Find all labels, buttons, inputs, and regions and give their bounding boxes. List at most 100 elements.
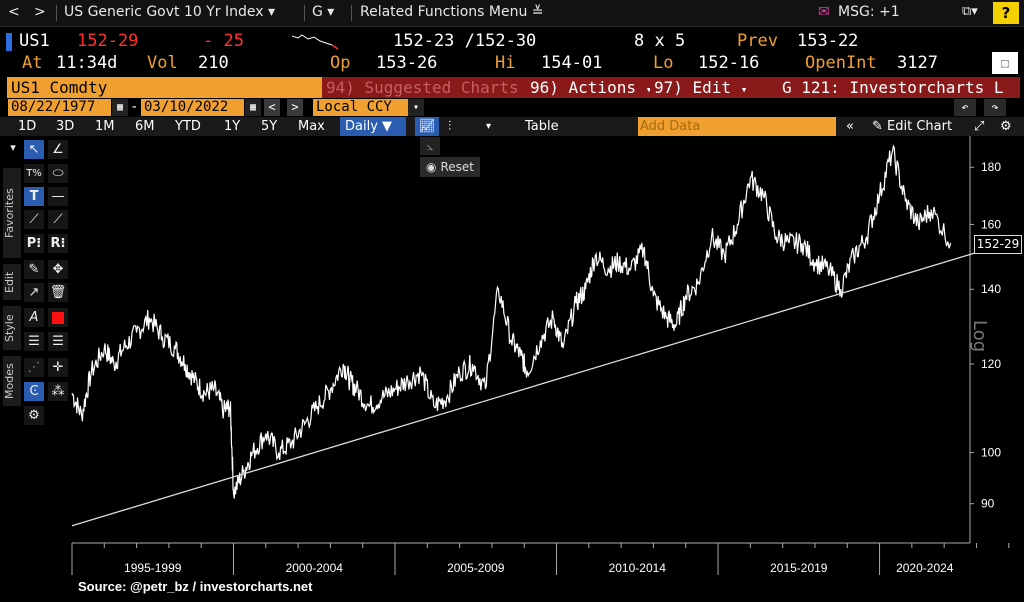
ticker: US1 (19, 31, 50, 51)
radio-icon: ◉ (426, 160, 437, 174)
suggested-charts-button[interactable]: 94) Suggested Charts (322, 77, 526, 98)
last-price-tag: 152-29 (974, 235, 1022, 254)
net-change: - 25 (203, 31, 244, 51)
tab-edit[interactable]: Edit (3, 264, 21, 300)
period-ytd[interactable]: YTD (175, 119, 201, 134)
move-icon[interactable]: ✥ (48, 260, 68, 279)
back-icon[interactable]: < (8, 4, 20, 20)
window-menu-icon[interactable]: ⧉▾ (962, 4, 978, 19)
volume: 210 (198, 53, 229, 73)
pencil-icon[interactable]: ✎ (24, 260, 44, 279)
trendline[interactable] (71, 251, 977, 527)
line-width-icon[interactable]: ☰ (24, 332, 44, 351)
line-style-icon[interactable]: ☰ (48, 332, 68, 351)
start-date-input[interactable]: 08/22/1977 (8, 99, 111, 116)
edit-menu[interactable]: 97) Edit ▾ (650, 77, 747, 98)
chart-name[interactable]: G 121: Investorcharts L (746, 77, 1020, 98)
collapse-icon[interactable]: ▾ (10, 141, 16, 154)
frequency-select[interactable]: Daily ▼ (340, 117, 406, 136)
dotted-line-icon[interactable]: ⋰ (24, 358, 44, 377)
tab-style[interactable]: Style (3, 306, 21, 350)
related-functions-menu[interactable]: Related Functions Menu ≚ (360, 4, 544, 20)
crosshair-icon[interactable]: ✛ (48, 358, 68, 377)
line-tool-icon[interactable]: ∠ (48, 140, 68, 159)
period-max[interactable]: Max (298, 119, 325, 134)
msg-count[interactable]: MSG: +1 (838, 4, 900, 20)
security-selector[interactable]: US Generic Govt 10 Yr Index ▾ (64, 4, 276, 20)
trendline-icon[interactable]: ⟋ (24, 210, 44, 229)
bid-ask-size: 8 x 5 (634, 31, 686, 51)
high-price: 154-01 (541, 53, 603, 73)
function-selector[interactable]: G ▾ (312, 4, 335, 20)
undo-icon[interactable]: ↶ (954, 99, 976, 116)
add-data-input[interactable]: Add Data (638, 117, 836, 136)
x-tick-label: 1995-1999 (124, 561, 182, 575)
p-tool-icon[interactable]: P⁝ (24, 234, 44, 253)
date-separator: - (130, 99, 139, 115)
prev-close: 153-22 (797, 31, 859, 51)
divider (56, 5, 57, 21)
end-date-input[interactable]: 03/10/2022 (141, 99, 244, 116)
settings-icon[interactable]: ⚙ (24, 406, 44, 425)
redo-icon[interactable]: ↷ (984, 99, 1006, 116)
chevron-down-icon[interactable]: ▾ (486, 121, 492, 132)
y-axis: 90 100 120 140 160 180 (970, 160, 1001, 511)
help-button[interactable]: ? (993, 2, 1019, 24)
date-range-row: 08/22/1977 ▦ - 03/10/2022 ▦ < > Local CC… (0, 98, 1024, 117)
period-5y[interactable]: 5Y (261, 119, 278, 134)
chart-type-icon[interactable]: ⦣ (420, 137, 440, 155)
calendar-icon[interactable]: ▦ (245, 99, 261, 116)
low-label: Lo (653, 53, 674, 73)
table-button[interactable]: Table (525, 119, 559, 134)
currency-select[interactable]: Local CCY (313, 99, 408, 116)
gear-icon[interactable]: ⚙ (1000, 119, 1012, 134)
tab-favorites[interactable]: Favorites (3, 168, 21, 258)
ellipse-icon[interactable]: ⬭ (48, 164, 68, 183)
forward-icon[interactable]: > (34, 4, 46, 20)
last-price: 152-29 (77, 31, 139, 51)
x-tick-label: 2005-2009 (447, 561, 505, 575)
snap-icon[interactable]: ⁂ (48, 382, 68, 401)
chevron-down-icon[interactable]: ▾ (408, 99, 424, 116)
period-1m[interactable]: 1M (95, 119, 115, 134)
actions-label: 96) Actions (530, 78, 636, 97)
line-chart-icon[interactable]: 📈︎ (415, 117, 439, 136)
period-1y[interactable]: 1Y (224, 119, 241, 134)
period-3d[interactable]: 3D (56, 119, 75, 134)
r-tool-icon[interactable]: R⁝ (48, 234, 68, 253)
text-tool-icon[interactable]: T (24, 187, 44, 206)
y-tick-label: 90 (981, 497, 995, 511)
chart-scroll-icon[interactable]: ⬚ (992, 52, 1018, 74)
next-range-button[interactable]: > (287, 99, 303, 116)
percent-tool-icon[interactable]: T% (24, 164, 44, 183)
horizontal-line-icon[interactable]: — (48, 187, 68, 206)
ray-icon[interactable]: ⟋ (48, 210, 68, 229)
reset-button[interactable]: ◉ Reset (420, 157, 480, 177)
open-price: 153-26 (376, 53, 438, 73)
edit-chart-button[interactable]: ✎ Edit Chart (872, 119, 953, 134)
series-group (71, 144, 977, 527)
resize-icon[interactable]: ⤢ (974, 119, 985, 134)
x-tick-label: 2015-2019 (770, 561, 828, 575)
bar-chart-icon[interactable]: ⫶ (448, 119, 452, 134)
related-functions-label: Related Functions Menu (360, 4, 528, 20)
ticker-marker (6, 33, 12, 51)
collapse-icon[interactable]: « (846, 119, 854, 134)
trash-icon[interactable]: 🗑︎ (48, 283, 68, 302)
vol-label: Vol (147, 53, 178, 73)
calendar-icon[interactable]: ▦ (112, 99, 128, 116)
color-picker-icon[interactable] (48, 308, 68, 327)
period-6m[interactable]: 6M (135, 119, 155, 134)
actions-menu[interactable]: 96) Actions ▾ (526, 77, 652, 98)
font-style-icon[interactable]: A (24, 308, 44, 327)
security-field[interactable]: US1 Comdty (7, 77, 322, 98)
mail-icon[interactable]: ✉ (818, 4, 830, 20)
price-chart[interactable]: 90 100 120 140 160 180 1995-1999 2000-2004 2005… (0, 136, 1024, 602)
pointer-icon[interactable]: ↖ (24, 140, 44, 159)
add-point-icon[interactable]: ↗ (24, 283, 44, 302)
prev-range-button[interactable]: < (264, 99, 280, 116)
chart-toolbar: 1D 3D 1M 6M YTD 1Y 5Y Max Daily ▼ 📈︎ ⫶ ▾… (0, 117, 1024, 136)
magnet-icon[interactable]: Ͼ (24, 382, 44, 401)
tab-modes[interactable]: Modes (3, 356, 21, 406)
period-1d[interactable]: 1D (18, 119, 37, 134)
